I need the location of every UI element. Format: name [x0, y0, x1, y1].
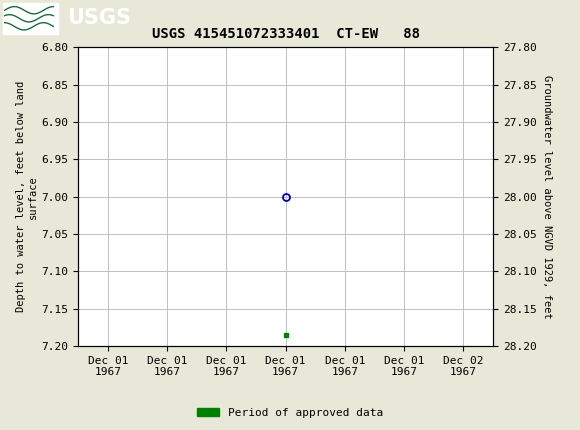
Title: USGS 415451072333401  CT-EW   88: USGS 415451072333401 CT-EW 88 [151, 27, 420, 40]
Legend: Period of approved data: Period of approved data [193, 403, 387, 422]
Y-axis label: Groundwater level above NGVD 1929, feet: Groundwater level above NGVD 1929, feet [542, 75, 552, 319]
Text: USGS: USGS [67, 8, 130, 28]
Y-axis label: Depth to water level, feet below land
surface: Depth to water level, feet below land su… [16, 81, 38, 312]
Bar [3, 3, 58, 34]
